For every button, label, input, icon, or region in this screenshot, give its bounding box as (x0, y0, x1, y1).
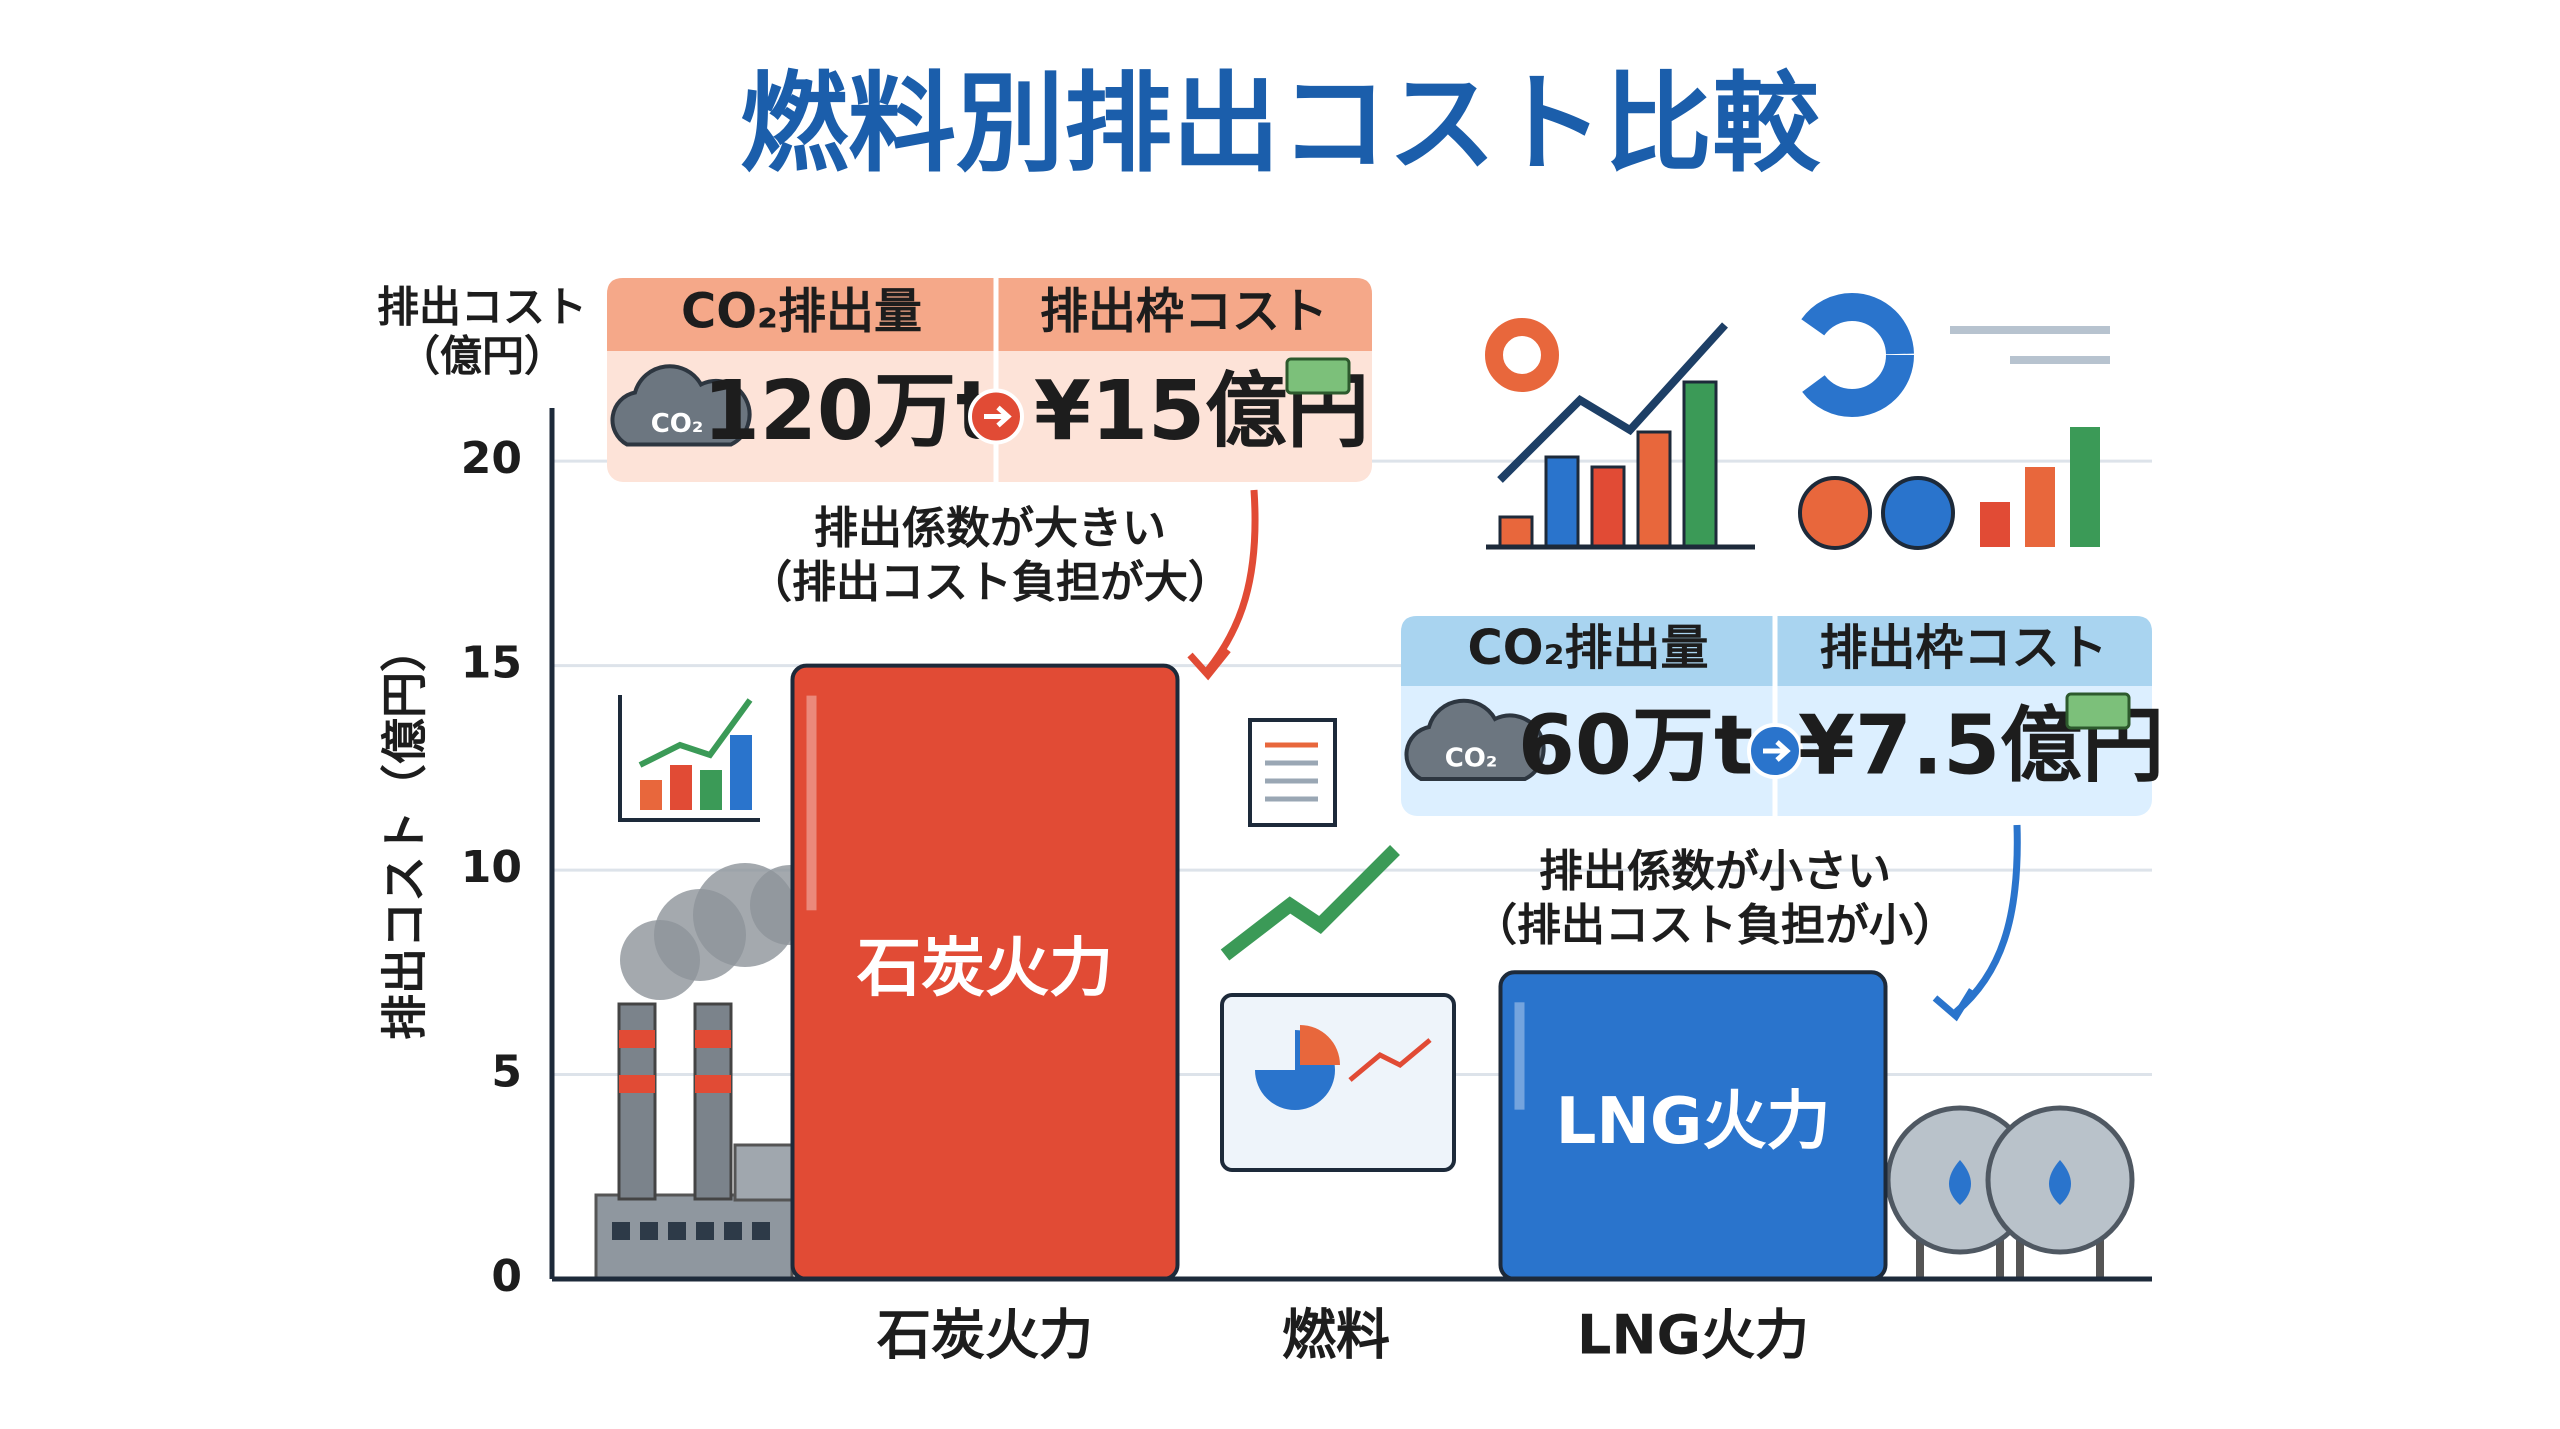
icon-coin (1881, 476, 1955, 550)
icon-trend (1220, 845, 1400, 961)
emission-amount: 60万t (1518, 698, 1753, 793)
bar-label: 石炭火力 (857, 932, 1113, 1006)
factory-window (752, 1222, 770, 1240)
flame (2049, 1160, 2071, 1205)
icon-bar (1682, 380, 1718, 549)
icon-bar (1544, 455, 1580, 549)
icon-coin (1798, 476, 1872, 550)
chimney-stripe (619, 1075, 655, 1093)
y-tick-label: 5 (491, 1047, 522, 1098)
money-icon (1285, 357, 1351, 395)
callout-header-text: 排出枠コスト (1819, 620, 2107, 676)
pointer-arrow (1205, 489, 1259, 673)
callout-note: （排出コスト負担が小） (1473, 900, 1957, 951)
chimney-stripe (695, 1030, 731, 1048)
icon-bar (670, 765, 692, 810)
co2-icon-text: CO₂ (651, 409, 704, 439)
factory-roof (733, 1143, 797, 1202)
callout-note: 排出係数が小さい (1539, 846, 1891, 897)
callout-header-text: CO₂排出量 (681, 284, 922, 340)
callout-header-text: CO₂排出量 (1467, 620, 1708, 676)
pointer-arrowhead (1932, 988, 1975, 1022)
icon-frame (618, 695, 760, 822)
chimney-stripe (695, 1075, 731, 1093)
y-axis-label: 排出コスト（億円） (378, 626, 432, 1040)
flame (1949, 1160, 1971, 1205)
icon-trend (638, 698, 753, 768)
chimney-stripe (619, 1030, 655, 1048)
arrow-glyph (984, 405, 1012, 428)
co2-icon-text: CO₂ (1445, 744, 1498, 774)
gas-tank-illustration (1885, 1105, 2135, 1279)
factory-window (668, 1222, 686, 1240)
money-icon (2065, 692, 2131, 730)
callout-note: （排出コスト負担が大） (748, 557, 1232, 608)
x-tick-label: LNG火力 (1577, 1304, 1809, 1367)
bar-highlight (1514, 1002, 1525, 1110)
factory-illustration (594, 863, 830, 1281)
decorative-icons (618, 293, 2110, 1172)
icon-bar (730, 735, 752, 810)
icon-donut (1790, 293, 1914, 417)
y-unit-label: 排出コスト (377, 283, 587, 332)
factory-window (640, 1222, 658, 1240)
co2-cloud (610, 364, 752, 447)
bar-label: LNG火力 (1556, 1085, 1831, 1159)
y-tick-label: 20 (461, 433, 522, 484)
pointer-arrowhead (1187, 647, 1231, 681)
bar-highlight (806, 695, 817, 911)
icon-pie (1300, 1025, 1340, 1065)
callout-header (607, 278, 1372, 351)
icon-bar (2025, 467, 2055, 547)
chart-title: 燃料別排出コスト比較 (740, 62, 1821, 187)
factory-window (724, 1222, 742, 1240)
factory-window (612, 1222, 630, 1240)
y-tick-label: 15 (461, 638, 522, 689)
icon-bar (640, 780, 662, 810)
callout-note: 排出係数が大きい (814, 503, 1166, 554)
icon-bar (1980, 502, 2010, 547)
co2-cloud (1404, 698, 1546, 781)
callout-header-text: 排出枠コスト (1040, 284, 1328, 340)
y-unit-label: （億円） (398, 332, 566, 381)
arrow-glyph (1763, 740, 1791, 762)
icon-trend (1497, 322, 1728, 483)
icon-bar (700, 770, 722, 810)
icon-trend (1348, 1038, 1432, 1082)
icon-bar (2070, 427, 2100, 547)
x-axis-label: 燃料 (1282, 1304, 1390, 1367)
x-tick-label: 石炭火力 (877, 1304, 1093, 1367)
icon-document (1248, 718, 1337, 827)
y-tick-label: 10 (461, 842, 522, 893)
emission-amount: 120万t (703, 364, 995, 459)
icon-donut (1485, 318, 1559, 392)
icon-bar (1590, 465, 1626, 549)
icon-dashboard (1220, 993, 1456, 1172)
y-tick-label: 0 (491, 1251, 522, 1302)
icon-bar (1498, 515, 1534, 549)
icon-bar (1636, 430, 1672, 549)
factory-window (696, 1222, 714, 1240)
pointer-arrow (1953, 824, 2021, 1015)
